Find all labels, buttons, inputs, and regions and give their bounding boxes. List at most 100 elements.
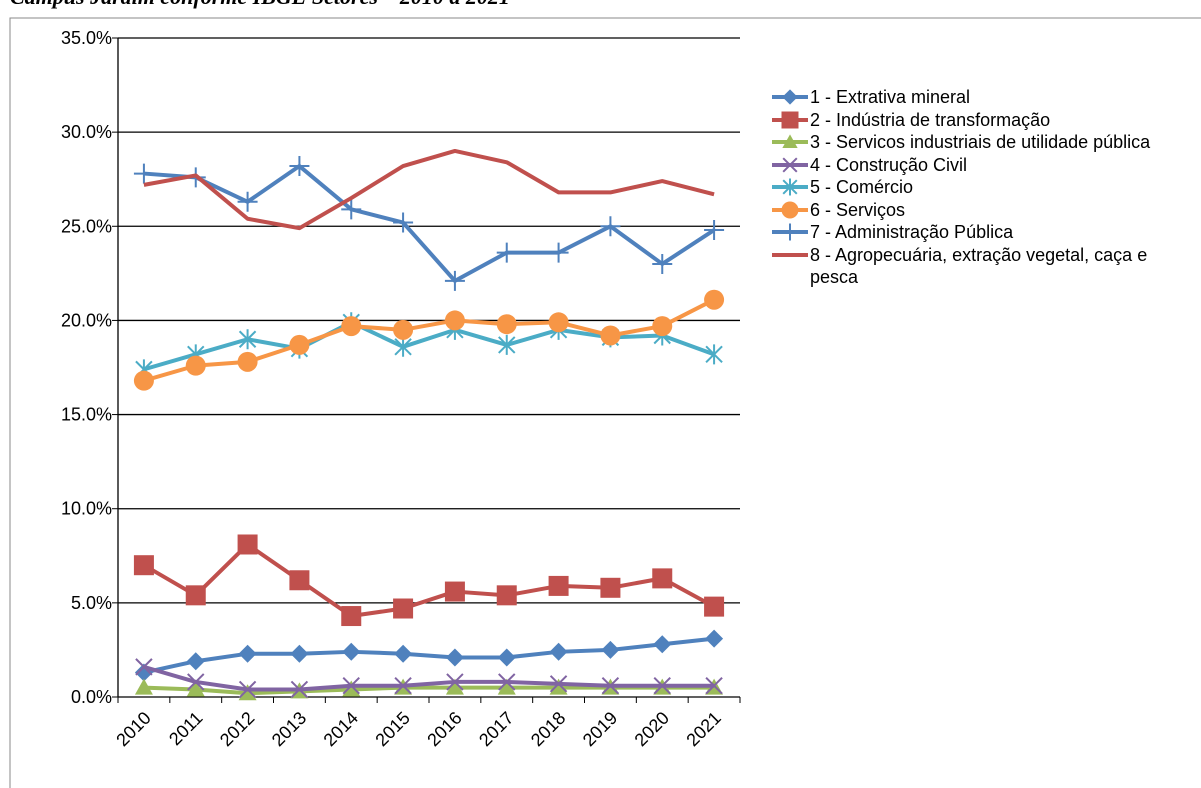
marker xyxy=(497,678,516,695)
marker-shape xyxy=(498,334,516,355)
marker xyxy=(549,678,568,695)
marker xyxy=(549,642,568,661)
x-tick-label: 2012 xyxy=(216,708,258,750)
marker xyxy=(781,201,799,218)
legend-swatch xyxy=(772,134,808,148)
marker-shape xyxy=(601,640,620,659)
marker-shape xyxy=(601,676,620,695)
legend-label: 8 - Agropecuária, extração vegetal, caça… xyxy=(810,244,1148,288)
marker-shape xyxy=(187,673,205,691)
marker xyxy=(134,678,153,695)
marker xyxy=(393,598,414,619)
marker xyxy=(548,242,569,263)
marker xyxy=(782,89,798,105)
series-line xyxy=(143,636,715,675)
frame xyxy=(9,17,1201,788)
y-tick-label: 30.0% xyxy=(61,122,112,142)
marker-shape xyxy=(238,684,257,701)
y-tick-label: 20.0% xyxy=(61,310,112,330)
marker-shape xyxy=(704,220,725,241)
marker xyxy=(394,336,412,357)
legend-item: 3 - Servicos industriais de utilidade pú… xyxy=(770,131,1190,154)
x-tick-label: 2021 xyxy=(682,708,724,750)
marker xyxy=(548,312,569,333)
marker-shape xyxy=(237,534,258,555)
marker-shape xyxy=(342,676,360,695)
marker xyxy=(289,334,310,355)
marker xyxy=(342,680,361,697)
marker-shape xyxy=(186,652,205,671)
marker xyxy=(444,581,465,602)
legend-label: 2 - Indústria de transformação xyxy=(810,109,1051,130)
marker-shape xyxy=(393,319,414,340)
marker xyxy=(289,156,310,177)
marker xyxy=(133,555,154,576)
marker-shape xyxy=(289,570,310,591)
marker xyxy=(393,319,414,340)
y-tick-label: 25.0% xyxy=(61,216,112,236)
marker-shape xyxy=(444,310,465,331)
marker-shape xyxy=(497,648,516,667)
marker xyxy=(444,270,465,291)
marker xyxy=(185,355,206,376)
marker-shape xyxy=(290,680,309,699)
legend-swatch xyxy=(772,111,808,128)
marker-shape xyxy=(548,575,569,596)
marker-shape xyxy=(652,568,673,589)
marker-shape xyxy=(705,676,723,695)
marker-shape xyxy=(600,325,621,346)
marker-shape xyxy=(393,598,414,619)
x-tick-label: 2015 xyxy=(371,708,413,750)
y-tick-label: 10.0% xyxy=(61,499,112,519)
marker xyxy=(135,658,153,676)
marker-shape xyxy=(134,678,153,695)
legend-label: 3 - Servicos industriais de utilidade pú… xyxy=(810,132,1151,152)
marker xyxy=(290,680,309,699)
marker xyxy=(342,642,361,661)
marker xyxy=(237,534,258,555)
marker-shape xyxy=(704,596,725,617)
marker xyxy=(446,673,464,691)
marker-shape xyxy=(445,678,464,695)
marker xyxy=(187,673,205,691)
legend-item: 7 - Administração Pública xyxy=(770,221,1190,244)
marker-shape xyxy=(548,242,569,263)
legend-item: 5 - Comércio xyxy=(770,176,1190,199)
marker xyxy=(600,577,621,598)
marker xyxy=(600,325,621,346)
marker-shape xyxy=(782,156,798,173)
marker-shape xyxy=(782,178,798,196)
marker-shape xyxy=(238,644,257,663)
marker-shape xyxy=(782,134,798,148)
y-tick-label: 15.0% xyxy=(61,405,112,425)
marker xyxy=(496,242,517,263)
marker-shape xyxy=(341,606,362,627)
marker xyxy=(133,370,154,391)
legend-label: 4 - Construção Civil xyxy=(810,154,968,175)
marker xyxy=(781,223,799,241)
marker-shape xyxy=(498,673,516,691)
y-tick-label: 5.0% xyxy=(71,593,112,613)
marker-shape xyxy=(549,642,568,661)
series-line xyxy=(143,148,715,231)
marker-shape xyxy=(652,253,673,274)
marker-shape xyxy=(238,680,257,699)
marker-shape xyxy=(237,351,258,372)
marker xyxy=(497,648,516,667)
marker xyxy=(393,212,414,233)
marker-shape xyxy=(704,289,725,310)
marker xyxy=(394,676,412,695)
x-tick-label: 2013 xyxy=(268,708,310,750)
marker-shape xyxy=(444,581,465,602)
marker-shape xyxy=(781,111,799,128)
marker xyxy=(342,676,360,695)
marker-shape xyxy=(186,680,205,697)
marker-shape xyxy=(342,642,361,661)
marker-shape xyxy=(705,629,724,648)
marker xyxy=(705,676,723,695)
marker-shape xyxy=(600,216,621,237)
marker xyxy=(185,585,206,606)
chart-title: Campus Jardim conforme IBGE Setores – 20… xyxy=(10,0,510,9)
